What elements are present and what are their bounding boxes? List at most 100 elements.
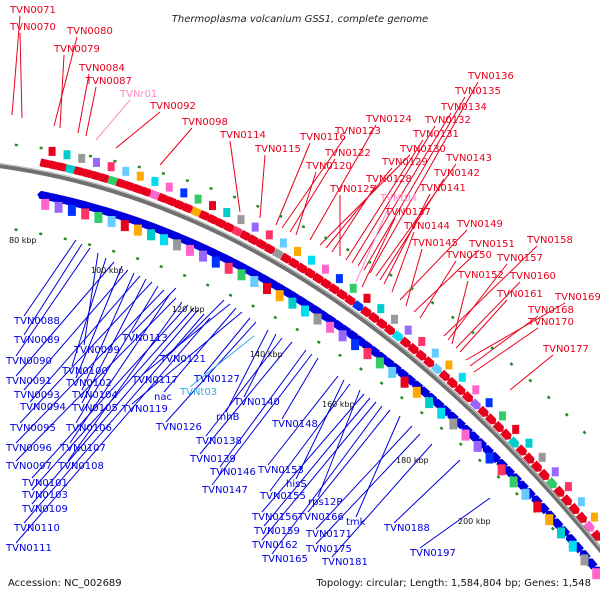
reverse-gene-label[interactable]: TVN0088 <box>13 316 60 327</box>
reverse-gene-label[interactable]: TVN0110 <box>13 523 60 534</box>
reverse-gene-label[interactable]: TVN0113 <box>121 333 168 344</box>
forward-gene-label[interactable]: TVN0084 <box>78 63 125 74</box>
reverse-gene-label[interactable]: TVN0104 <box>71 390 118 401</box>
reverse-gene-label[interactable]: TVN0102 <box>65 378 112 389</box>
forward-gene-label[interactable]: TVN0114 <box>219 130 266 141</box>
forward-gene-label[interactable]: TVN0144 <box>403 221 450 232</box>
reverse-gene-label[interactable]: TVN0165 <box>261 554 308 565</box>
forward-gene-label[interactable]: TVN0142 <box>433 168 480 179</box>
reverse-gene-label[interactable]: TVN0155 <box>259 491 306 502</box>
reverse-gene-label[interactable]: TVN0153 <box>257 465 304 476</box>
forward-gene-label[interactable]: TVN0128 <box>365 174 412 185</box>
forward-gene-label[interactable]: TVN0092 <box>149 101 196 112</box>
reverse-gene-label[interactable]: TVN0127 <box>193 374 240 385</box>
reverse-gene-label[interactable]: TVN0117 <box>131 375 178 386</box>
forward-gene-label[interactable]: TVN0170 <box>527 317 574 328</box>
forward-gene-label[interactable]: TVN0145 <box>411 238 458 249</box>
forward-gene-label[interactable]: TVN0129 <box>381 157 428 168</box>
reverse-gene-label[interactable]: TVN0096 <box>5 443 52 454</box>
reverse-gene-label[interactable]: TVN0147 <box>201 485 248 496</box>
forward-gene-label[interactable]: TVN0131 <box>412 129 459 140</box>
forward-gene-label[interactable]: TVN0080 <box>66 26 113 37</box>
forward-leader-line <box>345 139 424 261</box>
forward-gene-label[interactable]: TVN0157 <box>496 253 543 264</box>
reverse-gene-label[interactable]: TVN0090 <box>5 356 52 367</box>
reverse-gene-label[interactable]: TVN0121 <box>159 354 206 365</box>
reverse-gene-label[interactable]: TVN0140 <box>233 397 280 408</box>
reverse-gene-label[interactable]: hisS <box>286 479 307 490</box>
reverse-gene-label[interactable]: TVN0093 <box>13 390 60 401</box>
reverse-gene-label[interactable]: TVN0091 <box>5 376 52 387</box>
forward-gene-label[interactable]: TVN0150 <box>445 250 492 261</box>
forward-gene-label[interactable]: TVN0124 <box>365 114 412 125</box>
reverse-gene-label[interactable]: TVN0095 <box>9 423 56 434</box>
forward-gene-label[interactable]: TVN0116 <box>299 132 346 143</box>
reverse-gene-label[interactable]: TVN0162 <box>251 540 298 551</box>
forward-gene-label[interactable]: TVN0134 <box>440 102 487 113</box>
reverse-gene-label[interactable]: TVN0111 <box>5 543 52 554</box>
forward-gene-label[interactable]: TVN0136 <box>467 71 514 82</box>
reverse-gene-label[interactable]: TVN0100 <box>61 366 108 377</box>
reverse-gene-label[interactable]: TVN0126 <box>155 422 202 433</box>
reverse-gene-label[interactable]: TVN0109 <box>21 504 68 515</box>
forward-gene-label[interactable]: TVN0125 <box>329 184 376 195</box>
reverse-gene-label[interactable]: TVN0175 <box>305 544 352 555</box>
forward-gene-label[interactable]: TVN0070 <box>9 22 56 33</box>
forward-gene-arrow <box>545 477 558 489</box>
forward-gene-label[interactable]: TVN0122 <box>324 148 371 159</box>
forward-gene-label[interactable]: TVN0177 <box>542 344 589 355</box>
reverse-gene-label[interactable]: rnhB <box>216 412 240 423</box>
forward-gene-block <box>577 497 585 507</box>
reverse-gene-label[interactable]: TVN0105 <box>71 403 118 414</box>
forward-gene-label[interactable]: TVN0123 <box>334 126 381 137</box>
trna-gene-label[interactable]: TVNt03 <box>179 387 217 398</box>
reverse-gene-label[interactable]: TVN0171 <box>305 529 352 540</box>
reverse-gene-label[interactable]: TVN0119 <box>121 404 168 415</box>
reverse-gene-label[interactable]: TVN0156 <box>251 512 298 523</box>
forward-gene-label[interactable]: TVN0168 <box>527 305 574 316</box>
forward-gene-label[interactable]: TVN0135 <box>454 86 501 97</box>
reverse-gene-label[interactable]: rps12P <box>308 497 342 508</box>
reverse-gene-label[interactable]: TVN0188 <box>383 523 430 534</box>
reverse-gene-label[interactable]: TVN0139 <box>189 454 236 465</box>
forward-gene-label[interactable]: TVN0120 <box>305 161 352 172</box>
forward-gene-label[interactable]: TVN0160 <box>509 271 556 282</box>
reverse-gene-label[interactable]: TVN0146 <box>209 467 256 478</box>
forward-gene-label[interactable]: TVN0151 <box>468 239 515 250</box>
forward-gene-label[interactable]: TVN0141 <box>419 183 466 194</box>
forward-gene-label[interactable]: TVN0149 <box>456 219 503 230</box>
reverse-gene-label[interactable]: TVN0097 <box>5 461 52 472</box>
reverse-gene-label[interactable]: TVN0107 <box>59 443 106 454</box>
reverse-gene-label[interactable]: TVN0148 <box>271 419 318 430</box>
reverse-gene-label[interactable]: TVN0197 <box>409 548 456 559</box>
forward-gene-label[interactable]: TVN0115 <box>254 144 301 155</box>
forward-gene-label[interactable]: TVN0152 <box>457 270 504 281</box>
reverse-gene-label[interactable]: TVN0103 <box>21 490 68 501</box>
forward-gene-label[interactable]: TVN0137 <box>384 207 431 218</box>
reverse-gene-label[interactable]: TVN0166 <box>297 512 344 523</box>
forward-gene-label[interactable]: TVN0087 <box>85 76 132 87</box>
forward-gene-label[interactable]: TVN0071 <box>9 5 56 16</box>
forward-gene-label[interactable]: TVN0161 <box>496 289 543 300</box>
forward-gene-label[interactable]: TVN0169 <box>554 292 600 303</box>
forward-gene-label[interactable]: TVN0132 <box>424 115 471 126</box>
reverse-gene-label[interactable]: TVN0108 <box>57 461 104 472</box>
reverse-gene-label[interactable]: TVN0094 <box>19 402 66 413</box>
forward-gene-arrow <box>375 317 388 329</box>
reverse-gene-label[interactable]: TVN0089 <box>13 335 60 346</box>
forward-gene-label[interactable]: TVN0158 <box>526 235 573 246</box>
reverse-gene-label[interactable]: TVN0138 <box>195 436 242 447</box>
rna-gene-label[interactable]: TVNr01 <box>119 89 157 100</box>
reverse-gene-label[interactable]: TVN0101 <box>21 478 68 489</box>
reverse-gene-label[interactable]: TVN0099 <box>73 345 120 356</box>
reverse-gene-label[interactable]: TVN0159 <box>253 526 300 537</box>
reverse-gene-label[interactable]: TVN0181 <box>321 557 368 568</box>
forward-gene-label[interactable]: TVN0098 <box>181 117 228 128</box>
forward-gene-label[interactable]: TVN0143 <box>445 153 492 164</box>
forward-gene-label[interactable]: TVN0079 <box>53 44 100 55</box>
reverse-gene-label[interactable]: TVN0106 <box>65 423 112 434</box>
rna-gene-label[interactable]: TVNt04 <box>379 193 417 204</box>
forward-gene-label[interactable]: TVN0130 <box>399 144 446 155</box>
reverse-gene-label[interactable]: tmk <box>346 517 366 528</box>
reverse-gene-label[interactable]: nac <box>154 392 172 403</box>
